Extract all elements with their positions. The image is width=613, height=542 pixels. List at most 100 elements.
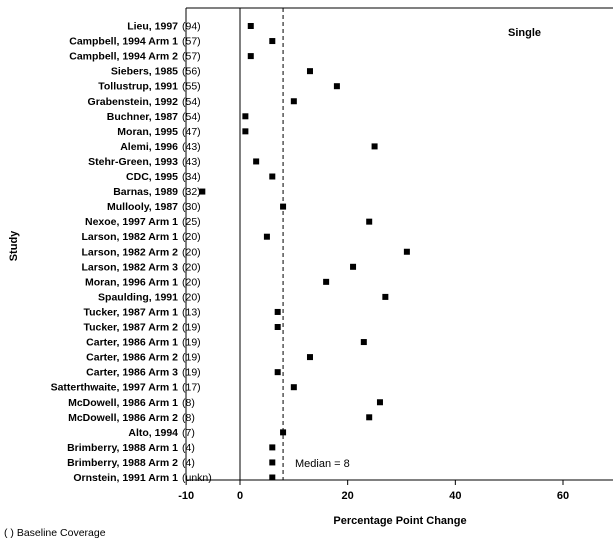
baseline-coverage: (34) xyxy=(182,171,201,183)
study-row: Ornstein, 1991 Arm 1 (unkn) xyxy=(73,472,276,484)
study-row: Larson, 1982 Arm 2 (20) xyxy=(82,246,410,258)
data-point xyxy=(376,399,383,406)
study-label: Brimberry, 1988 Arm 1 xyxy=(67,442,178,454)
baseline-coverage: (57) xyxy=(182,36,201,48)
study-label: Larson, 1982 Arm 1 xyxy=(82,231,179,243)
baseline-coverage: (19) xyxy=(182,322,201,334)
study-row: Moran, 1995 (47) xyxy=(117,126,249,138)
baseline-coverage: (4) xyxy=(182,457,195,469)
baseline-coverage: (43) xyxy=(182,156,201,168)
study-row: Carter, 1986 Arm 2 (19) xyxy=(86,352,313,364)
study-row: Mullooly, 1987 (30) xyxy=(107,201,287,213)
median-label: Median = 8 xyxy=(295,458,350,470)
x-tick-label: 40 xyxy=(449,490,461,502)
data-point xyxy=(333,83,340,90)
data-point xyxy=(242,128,249,135)
study-label: McDowell, 1986 Arm 1 xyxy=(68,397,178,409)
study-label: Mullooly, 1987 xyxy=(107,201,178,213)
data-point xyxy=(274,324,281,330)
study-row: Brimberry, 1988 Arm 2 (4) xyxy=(67,457,276,469)
study-row: Satterthwaite, 1997 Arm 1 (17) xyxy=(51,382,297,394)
study-row: Siebers, 1985 (56) xyxy=(111,66,313,78)
data-point xyxy=(199,188,206,195)
study-label: Carter, 1986 Arm 3 xyxy=(86,367,178,379)
study-row: Moran, 1996 Arm 1 (20) xyxy=(85,276,330,288)
baseline-coverage: (7) xyxy=(182,427,195,439)
study-row: Lieu, 1997 (94) xyxy=(127,21,254,33)
data-point xyxy=(306,68,313,75)
x-tick-label: 60 xyxy=(557,490,569,502)
study-label: Siebers, 1985 xyxy=(111,66,178,78)
median-group: Median = 8 xyxy=(282,8,350,480)
baseline-coverage: (43) xyxy=(182,141,201,153)
study-label: Campbell, 1994 Arm 1 xyxy=(69,36,178,48)
data-point xyxy=(366,218,373,225)
study-label: Larson, 1982 Arm 3 xyxy=(82,261,179,273)
study-label: Tucker, 1987 Arm 1 xyxy=(83,306,178,318)
baseline-coverage: (32) xyxy=(182,186,201,198)
baseline-coverage: (19) xyxy=(182,367,201,379)
study-row: Stehr-Green, 1993 (43) xyxy=(88,156,260,168)
data-point xyxy=(290,98,297,105)
study-label: Buchner, 1987 xyxy=(107,111,178,123)
data-point xyxy=(274,369,281,376)
baseline-coverage: (unkn) xyxy=(182,472,212,484)
study-row: Tollustrup, 1991 (55) xyxy=(98,81,340,93)
data-point xyxy=(269,444,276,451)
data-point xyxy=(269,38,276,45)
study-row: Spaulding, 1991 (20) xyxy=(98,291,389,303)
study-row: Grabenstein, 1992 (54) xyxy=(88,96,297,108)
plot-frame xyxy=(185,7,613,481)
x-tick-label: 20 xyxy=(342,490,354,502)
data-point xyxy=(350,263,357,270)
baseline-coverage: (19) xyxy=(182,337,201,349)
baseline-coverage: (20) xyxy=(182,276,201,288)
study-label: Campbell, 1994 Arm 2 xyxy=(69,51,178,63)
study-label: Moran, 1995 xyxy=(117,126,178,138)
study-label: Moran, 1996 Arm 1 xyxy=(85,276,178,288)
baseline-coverage: (17) xyxy=(182,382,201,394)
study-label: Tucker, 1987 Arm 2 xyxy=(83,322,178,334)
baseline-coverage: (19) xyxy=(182,352,201,364)
study-label: Brimberry, 1988 Arm 2 xyxy=(67,457,178,469)
baseline-coverage: (54) xyxy=(182,96,201,108)
study-label: Grabenstein, 1992 xyxy=(88,96,179,108)
study-label: Ornstein, 1991 Arm 1 xyxy=(73,472,178,484)
data-point xyxy=(269,459,276,466)
baseline-coverage: (13) xyxy=(182,306,201,318)
baseline-coverage: (20) xyxy=(182,246,201,258)
study-row: Tucker, 1987 Arm 2 (19) xyxy=(83,322,281,334)
x-tick-label: 0 xyxy=(237,490,243,502)
study-label: Carter, 1986 Arm 1 xyxy=(86,337,178,349)
data-point xyxy=(290,384,297,391)
study-row: McDowell, 1986 Arm 1 (8) xyxy=(68,397,383,409)
study-label: Alto, 1994 xyxy=(128,427,178,439)
study-label: Satterthwaite, 1997 Arm 1 xyxy=(51,382,179,394)
study-label: Larson, 1982 Arm 2 xyxy=(82,246,179,258)
study-row: Carter, 1986 Arm 3 (19) xyxy=(86,367,281,379)
study-row: Larson, 1982 Arm 1 (20) xyxy=(82,231,270,243)
study-row: McDowell, 1986 Arm 2 (8) xyxy=(68,412,373,424)
y-axis-label: Study xyxy=(8,230,20,261)
study-row: Campbell, 1994 Arm 1 (57) xyxy=(69,36,276,48)
baseline-coverage: (20) xyxy=(182,261,201,273)
data-point xyxy=(403,248,410,255)
study-label: Tollustrup, 1991 xyxy=(98,81,178,93)
baseline-coverage: (54) xyxy=(182,111,201,123)
baseline-coverage: (55) xyxy=(182,81,201,93)
data-point xyxy=(247,53,254,60)
baseline-coverage: (47) xyxy=(182,126,201,138)
data-point xyxy=(280,429,287,436)
x-tick-label: -10 xyxy=(178,490,194,502)
study-label: CDC, 1995 xyxy=(126,171,178,183)
data-point xyxy=(360,339,367,346)
study-row: Larson, 1982 Arm 3 (20) xyxy=(82,261,357,273)
study-row: Tucker, 1987 Arm 1 (13) xyxy=(83,306,281,318)
data-point xyxy=(253,158,260,165)
baseline-coverage: (30) xyxy=(182,201,201,213)
study-row: Campbell, 1994 Arm 2 (57) xyxy=(69,51,254,63)
study-label: McDowell, 1986 Arm 2 xyxy=(68,412,178,424)
baseline-coverage: (20) xyxy=(182,231,201,243)
study-label: Stehr-Green, 1993 xyxy=(88,156,178,168)
